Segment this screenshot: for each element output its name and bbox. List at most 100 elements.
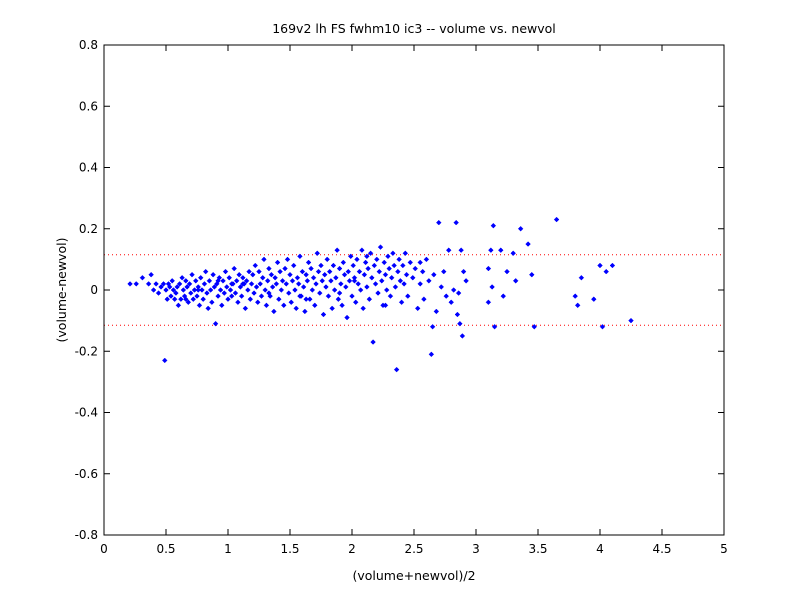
data-point (272, 274, 278, 281)
data-point (321, 271, 328, 278)
data-point (417, 281, 423, 287)
x-tick-label: 0.5 (156, 542, 175, 556)
data-point (553, 216, 560, 223)
data-point (405, 293, 411, 299)
data-point (371, 262, 378, 269)
data-point (215, 278, 221, 284)
data-point (259, 274, 266, 281)
data-point (133, 281, 139, 287)
data-point (299, 268, 306, 275)
data-point (426, 278, 432, 284)
data-point (195, 287, 201, 293)
data-point (184, 284, 190, 290)
data-point (231, 265, 237, 272)
data-point (381, 259, 387, 266)
data-point (460, 268, 467, 275)
data-point (271, 308, 277, 315)
data-point (256, 268, 262, 275)
data-point (304, 278, 311, 284)
data-point (609, 262, 616, 269)
data-point (153, 281, 159, 287)
data-point (491, 323, 498, 330)
data-point (288, 299, 294, 306)
data-point (400, 262, 406, 269)
data-point (591, 296, 597, 302)
data-point (305, 259, 312, 266)
data-point (204, 290, 210, 296)
y-tick-label: 0.6 (79, 99, 98, 113)
data-point (390, 250, 396, 257)
data-point (289, 278, 296, 284)
data-point (331, 287, 338, 293)
data-point (293, 305, 299, 312)
data-point (243, 278, 250, 284)
data-point (419, 268, 426, 275)
data-point (369, 274, 375, 281)
data-point (344, 314, 350, 321)
data-point (319, 278, 325, 284)
data-point (365, 265, 371, 272)
data-point (338, 281, 344, 287)
data-point (268, 271, 275, 278)
data-point (414, 305, 421, 312)
data-point (345, 268, 352, 275)
data-point (236, 271, 242, 278)
data-point (360, 305, 366, 312)
data-point (531, 323, 538, 330)
data-point (292, 287, 298, 293)
data-point (209, 299, 215, 306)
data-point (485, 299, 492, 306)
data-point (221, 290, 228, 296)
data-point (317, 290, 323, 296)
data-point (396, 256, 402, 263)
data-point (287, 271, 293, 278)
data-point (185, 299, 192, 306)
data-point (383, 287, 390, 293)
data-point (251, 290, 257, 296)
x-tick-label: 1.5 (280, 542, 299, 556)
y-tick-label: -0.4 (75, 406, 98, 420)
data-point (233, 278, 240, 284)
data-point (448, 299, 454, 306)
data-point (336, 265, 343, 272)
data-point (194, 293, 200, 299)
data-point (386, 265, 392, 272)
data-point (242, 305, 249, 312)
data-point (362, 259, 369, 266)
data-point (201, 281, 208, 287)
data-point (196, 302, 203, 309)
data-point (323, 284, 329, 290)
data-point (488, 247, 494, 253)
data-point (262, 287, 268, 293)
data-point (150, 287, 157, 293)
data-point (485, 265, 492, 272)
y-tick-label: 0.2 (79, 222, 98, 236)
data-point (212, 320, 219, 327)
data-point (169, 278, 175, 284)
data-point (397, 278, 404, 284)
data-point (597, 262, 603, 269)
data-point (174, 284, 180, 290)
data-point (171, 296, 178, 302)
x-tick-label: 4 (596, 542, 604, 556)
data-point (510, 250, 516, 257)
data-point (173, 290, 179, 296)
data-point (261, 256, 267, 263)
data-point (359, 247, 365, 253)
data-point (222, 268, 229, 275)
data-point (457, 320, 463, 327)
y-tick-label: -0.6 (75, 467, 98, 481)
data-point (170, 287, 177, 293)
data-point (258, 293, 265, 299)
data-point (463, 278, 469, 284)
data-point (410, 274, 416, 281)
data-point (361, 271, 368, 278)
y-tick-label: 0 (90, 283, 98, 297)
data-point (175, 302, 182, 309)
data-point (303, 296, 309, 302)
data-point (210, 271, 216, 278)
data-point (324, 256, 330, 263)
data-point (183, 296, 189, 302)
data-point (417, 259, 423, 266)
data-point (433, 308, 440, 315)
